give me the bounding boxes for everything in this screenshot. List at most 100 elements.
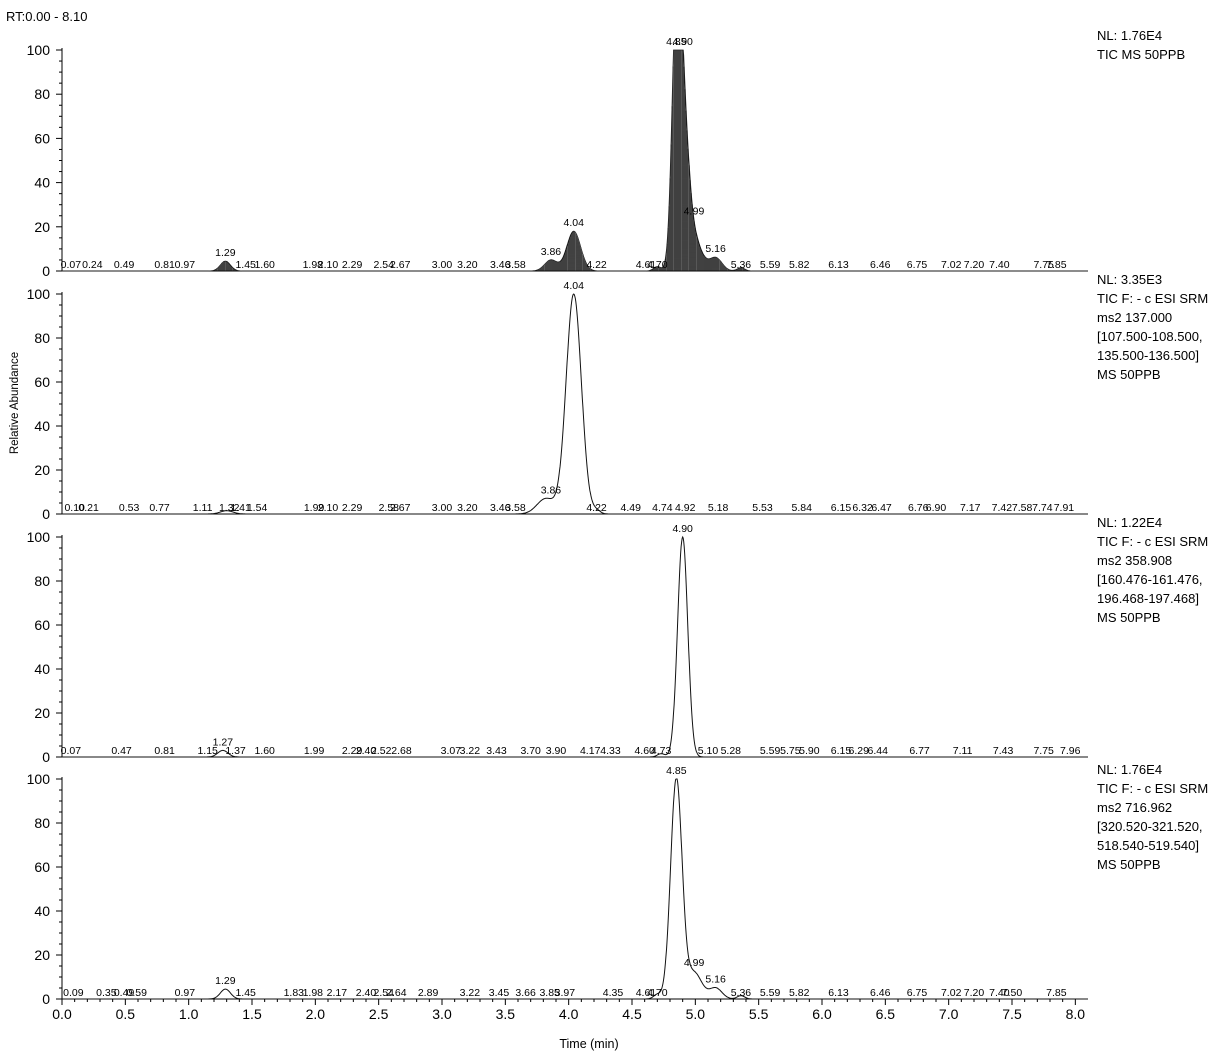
trace-line [62, 49, 1088, 272]
y-tick-label: 20 [34, 219, 50, 235]
peak-label: 0.81 [154, 745, 175, 757]
peak-label: 3.58 [505, 259, 526, 271]
peak-label: 5.36 [731, 259, 752, 271]
scan-filter-line: ms2 137.000 [1097, 310, 1173, 325]
scan-filter-line: TIC F: - c ESI SRM [1097, 781, 1209, 796]
peak-label: 7.40 [989, 259, 1010, 271]
peak-label: 5.59 [760, 987, 781, 999]
peak-label: 4.22 [586, 259, 607, 271]
peak-label: 5.53 [752, 502, 773, 514]
peak-label: 1.99 [304, 502, 325, 514]
peak-label: 7.20 [964, 987, 985, 999]
peak-label: 1.45 [235, 259, 256, 271]
scan-filter-line: [160.476-161.476, [1097, 572, 1203, 587]
y-tick-label: 0 [42, 506, 50, 522]
peak-label: 0.47 [111, 745, 132, 757]
panel-info: NL: 3.35E3 TIC F: - c ESI SRM ms2 137.000 [… [1097, 270, 1208, 384]
peak-label: 4.60 [634, 745, 655, 757]
peak-label: 4.99 [684, 957, 705, 969]
peak-label: 3.07 [441, 745, 462, 757]
peak-label: 7.75 [1033, 745, 1054, 757]
peak-label: 3.97 [555, 987, 576, 999]
normalization-level: NL: 1.22E4 [1097, 515, 1163, 530]
peak-label: 6.75 [907, 987, 928, 999]
trace-line [62, 535, 1088, 758]
peak-label: 3.66 [515, 987, 536, 999]
peak-label: 3.46 [490, 502, 511, 514]
y-tick-label: 100 [27, 286, 51, 302]
peak-label: 5.82 [789, 987, 810, 999]
scan-filter-line: [320.520-321.520, [1097, 819, 1203, 834]
peak-label: 7.85 [1046, 259, 1067, 271]
peak-label: 0.81 [154, 259, 175, 271]
peak-label: 3.20 [457, 259, 478, 271]
peak-label: 7.20 [964, 259, 985, 271]
rt-range-label: RT:0.00 - 8.10 [6, 9, 88, 24]
y-tick-label: 60 [34, 859, 50, 875]
y-tick-label: 40 [34, 661, 50, 677]
peak-label: 6.44 [868, 745, 889, 757]
y-tick-label: 80 [34, 573, 50, 589]
peak-label: 0.10 [64, 502, 85, 514]
peak-label: 4.92 [675, 502, 696, 514]
scan-filter-line: MS 50PPB [1097, 610, 1161, 625]
peak-label: 1.98 [303, 987, 324, 999]
peak-label: 5.10 [698, 745, 719, 757]
peak-label: 4.17 [580, 745, 601, 757]
scan-filter-line: ms2 358.908 [1097, 553, 1173, 568]
peak-label: 7.58 [1012, 502, 1033, 514]
peak-label: 4.70 [647, 987, 668, 999]
y-tick-label: 20 [34, 947, 50, 963]
peak-label: 2.64 [386, 987, 407, 999]
scan-filter-line: 518.540-519.540] [1097, 838, 1199, 853]
peak-label: 7.96 [1060, 745, 1081, 757]
x-tick-label: 7.0 [939, 1006, 959, 1022]
peak-label: 6.15 [831, 745, 852, 757]
peak-label: 1.27 [213, 736, 234, 748]
peak-label: 4.22 [586, 502, 607, 514]
y-tick-label: 60 [34, 374, 50, 390]
peak-label: 3.43 [486, 745, 507, 757]
y-tick-label: 40 [34, 903, 50, 919]
panel-info: NL: 1.22E4 TIC F: - c ESI SRM ms2 358.908 [… [1097, 513, 1208, 627]
peak-label: 4.85 [666, 765, 687, 777]
peak-label: 3.85 [539, 987, 560, 999]
peak-label: 5.84 [792, 502, 813, 514]
scan-filter-line: TIC F: - c ESI SRM [1097, 291, 1209, 306]
y-tick-label: 100 [27, 42, 51, 58]
scan-filter-line: TIC MS 50PPB [1097, 47, 1186, 62]
peak-label: 1.54 [247, 502, 268, 514]
peak-label: 1.29 [215, 247, 236, 259]
peak-label: 2.52 [371, 745, 392, 757]
scan-filter-line: 196.468-197.468] [1097, 591, 1199, 606]
peak-label: 5.16 [705, 974, 726, 986]
peak-label: 1.32 [219, 502, 240, 514]
y-tick-label: 0 [42, 749, 50, 765]
peak-label: 0.59 [127, 987, 148, 999]
peak-label: 6.32 [852, 502, 873, 514]
y-tick-label: 100 [27, 771, 51, 787]
peak-label: 7.50 [1002, 987, 1023, 999]
x-tick-label: 4.5 [622, 1006, 642, 1022]
peak-label: 5.75 [780, 745, 801, 757]
peak-label: 4.70 [647, 259, 668, 271]
peak-label: 2.10 [318, 502, 339, 514]
peak-label: 0.77 [149, 502, 170, 514]
peak-label: 0.09 [63, 987, 84, 999]
y-tick-label: 100 [27, 529, 51, 545]
peak-label: 0.21 [78, 502, 99, 514]
peak-label: 6.29 [849, 745, 870, 757]
peak-label: 1.15 [197, 745, 218, 757]
x-tick-label: 5.0 [686, 1006, 706, 1022]
peak-label: 1.29 [215, 975, 236, 987]
scan-filter-line: ms2 716.962 [1097, 800, 1173, 815]
peak-label: 1.98 [303, 259, 324, 271]
x-axis-label: Time (min) [559, 1037, 618, 1051]
peak-label: 2.58 [379, 502, 400, 514]
y-tick-label: 60 [34, 130, 50, 146]
peak-label: 4.49 [621, 502, 642, 514]
peak-label: 6.15 [831, 502, 852, 514]
peak-label: 7.91 [1054, 502, 1075, 514]
peak-label: 5.59 [760, 259, 781, 271]
